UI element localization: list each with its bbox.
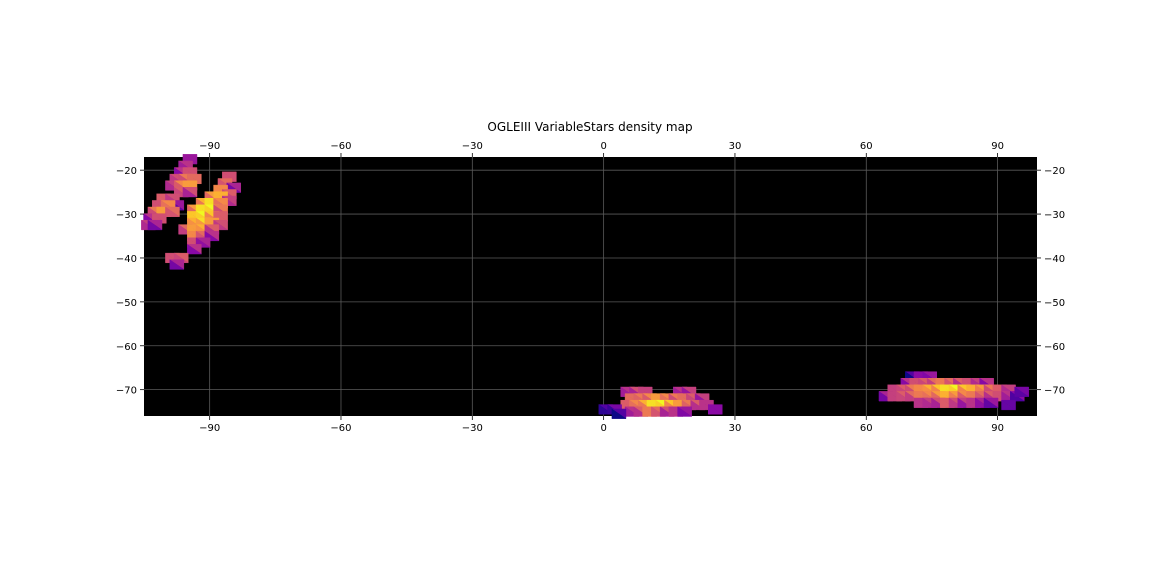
x-tick-label-bottom: −30 xyxy=(462,423,483,434)
x-tick-label-top: −90 xyxy=(199,141,220,152)
density-cell-triangle xyxy=(1014,386,1030,397)
x-tick-label-top: −30 xyxy=(462,141,483,152)
density-cell-triangle xyxy=(165,206,181,217)
y-tick-label-right: −20 xyxy=(1044,166,1065,177)
y-tick-label-left: −60 xyxy=(116,342,137,353)
density-cell-triangle xyxy=(182,186,198,198)
density-cell-triangle xyxy=(611,408,627,419)
y-tick-label-right: −30 xyxy=(1044,210,1065,221)
x-tick-label-bottom: −90 xyxy=(199,423,220,434)
density-cell-triangle xyxy=(598,404,614,415)
density-cell-triangle xyxy=(878,390,894,402)
y-tick-label-left: −20 xyxy=(116,166,137,177)
chart-title: OGLEIII VariableStars density map xyxy=(487,120,692,134)
y-tick-label-left: −50 xyxy=(116,298,137,309)
density-cell-triangle xyxy=(904,390,921,402)
density-cell-triangle xyxy=(708,404,724,415)
density-cell-triangle xyxy=(187,243,203,255)
density-cell-triangle xyxy=(169,259,185,270)
x-tick-label-bottom: −60 xyxy=(330,423,351,434)
y-tick-label-left: −70 xyxy=(116,386,137,397)
x-tick-label-bottom: 90 xyxy=(991,423,1004,434)
density-cell-triangle xyxy=(147,219,163,231)
y-tick-label-left: −30 xyxy=(116,210,137,221)
x-tick-label-bottom: 0 xyxy=(600,423,606,434)
x-tick-label-bottom: 30 xyxy=(729,423,742,434)
density-cell-triangle xyxy=(957,397,973,408)
x-tick-label-bottom: 60 xyxy=(860,423,873,434)
y-tick-label-left: −40 xyxy=(116,254,137,265)
x-tick-label-top: 90 xyxy=(991,141,1004,152)
y-tick-label-right: −60 xyxy=(1044,342,1065,353)
axis-ticks: −90 −90 −60 −60 −30 −30 0 0 30 30 60 60 90 90 −20 −20 −3… xyxy=(116,141,1065,434)
x-tick-label-top: 0 xyxy=(600,141,606,152)
y-tick-label-right: −70 xyxy=(1044,386,1065,397)
density-cell-triangle xyxy=(983,397,999,408)
x-tick-label-top: 60 xyxy=(860,141,873,152)
density-cell-triangle xyxy=(1001,399,1017,411)
density-cell-triangle xyxy=(677,406,693,417)
plot-background xyxy=(144,157,1037,416)
y-tick-label-right: −40 xyxy=(1044,254,1065,265)
x-tick-label-top: −60 xyxy=(330,141,351,152)
density-cell-triangle xyxy=(966,397,982,408)
density-cell-triangle xyxy=(931,397,947,408)
density-cells xyxy=(140,153,1030,420)
x-tick-label-top: 30 xyxy=(729,141,742,152)
y-tick-label-right: −50 xyxy=(1044,298,1065,309)
